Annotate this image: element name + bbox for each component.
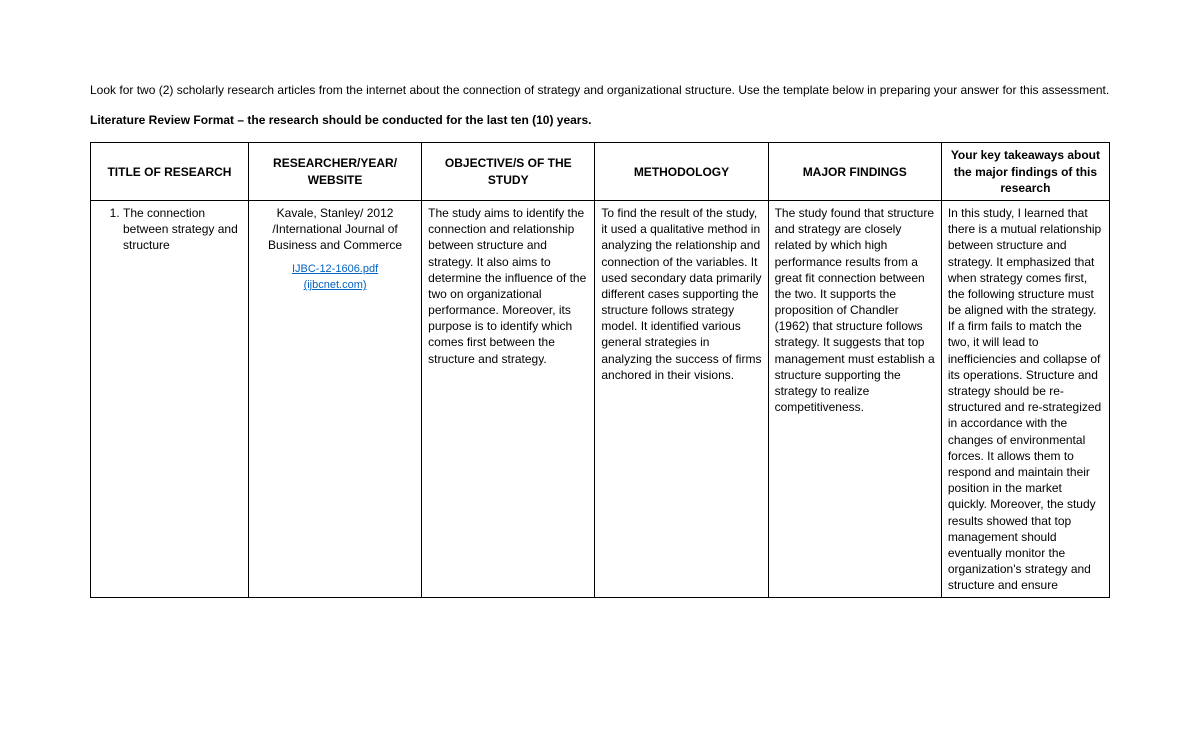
header-title: TITLE OF RESEARCH — [91, 143, 249, 201]
cell-takeaways: In this study, I learned that there is a… — [941, 200, 1109, 598]
header-objective: OBJECTIVE/S OF THE STUDY — [422, 143, 595, 201]
cell-methodology: To find the result of the study, it used… — [595, 200, 768, 598]
header-takeaways: Your key takeaways about the major findi… — [941, 143, 1109, 201]
cell-title: The connection between strategy and stru… — [91, 200, 249, 598]
cell-researcher: Kavale, Stanley/ 2012 /International Jou… — [248, 200, 421, 598]
table-row: The connection between strategy and stru… — [91, 200, 1110, 598]
header-methodology: METHODOLOGY — [595, 143, 768, 201]
research-title: The connection between strategy and stru… — [123, 205, 242, 254]
format-note: Literature Review Format – the research … — [90, 112, 1110, 128]
literature-review-table: TITLE OF RESEARCH RESEARCHER/YEAR/ WEBSI… — [90, 142, 1110, 598]
table-header-row: TITLE OF RESEARCH RESEARCHER/YEAR/ WEBSI… — [91, 143, 1110, 201]
header-findings: MAJOR FINDINGS — [768, 143, 941, 201]
site-link[interactable]: (ijbcnet.com) — [304, 279, 367, 291]
header-researcher: RESEARCHER/YEAR/ WEBSITE — [248, 143, 421, 201]
cell-findings: The study found that structure and strat… — [768, 200, 941, 598]
pdf-link[interactable]: IJBC-12-1606.pdf — [292, 263, 378, 275]
researcher-text: Kavale, Stanley/ 2012 /International Jou… — [255, 205, 415, 254]
cell-objective: The study aims to identify the connectio… — [422, 200, 595, 598]
intro-text: Look for two (2) scholarly research arti… — [90, 82, 1110, 98]
